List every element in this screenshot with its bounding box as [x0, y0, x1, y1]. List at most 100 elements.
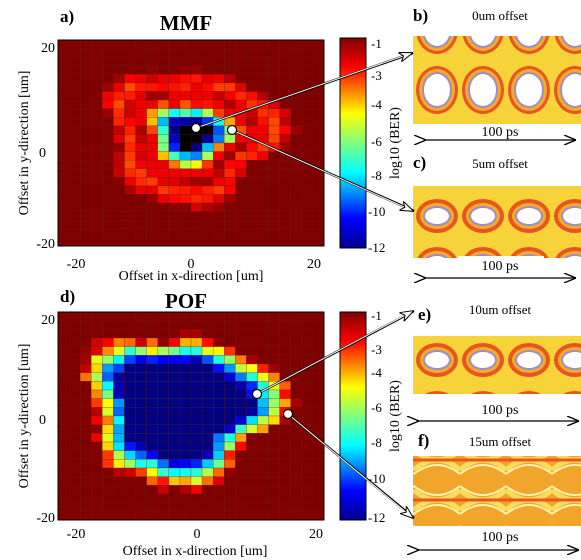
heatmap-cell — [268, 56, 280, 67]
heatmap-cell — [157, 74, 170, 84]
heatmap-cell — [68, 99, 81, 109]
heatmap-cell — [301, 142, 314, 152]
heatmap-cell — [201, 493, 214, 503]
heatmap-cell — [201, 502, 214, 512]
heatmap-cell — [68, 202, 81, 212]
heatmap-cell — [201, 511, 214, 521]
heatmap-cell — [190, 372, 203, 382]
heatmap-cell — [146, 337, 159, 347]
heatmap-cell — [190, 311, 203, 321]
heatmap-cell — [224, 407, 236, 417]
heatmap-cell — [190, 441, 203, 451]
heatmap-cell — [235, 511, 247, 521]
heatmap-cell — [102, 363, 114, 373]
heatmap-cell — [279, 337, 292, 347]
heatmap-cell — [57, 142, 70, 152]
heatmap-cell — [135, 346, 147, 356]
heatmap-cell — [168, 74, 181, 84]
heatmap-cell — [168, 476, 181, 486]
heatmap-cell — [190, 346, 203, 356]
heatmap-cell — [79, 91, 92, 101]
heatmap-cell — [257, 82, 269, 92]
heatmap-cell — [102, 433, 114, 443]
heatmap-cell — [113, 363, 125, 373]
heatmap-cell — [201, 159, 214, 170]
heatmap-cell — [235, 151, 247, 161]
heatmap-cell — [135, 39, 147, 49]
heatmap-cell — [301, 39, 314, 49]
heatmap-cell — [135, 441, 147, 451]
heatmap-cell — [135, 117, 147, 127]
heatmap-cell — [113, 108, 125, 118]
panel-letter-f: f) — [418, 431, 429, 450]
heatmap-cell — [168, 134, 181, 144]
heatmap-cell — [79, 159, 92, 170]
heatmap-cell — [312, 311, 325, 321]
heatmap-cell — [68, 424, 81, 434]
heatmap-cell — [279, 202, 292, 212]
heatmap-cell — [168, 91, 181, 101]
heatmap-cell — [57, 493, 70, 503]
heatmap-cell — [279, 363, 292, 373]
heatmap-cell — [113, 346, 125, 356]
pof-cbtick-8: -8 — [371, 435, 382, 450]
heatmap-cell — [201, 56, 214, 67]
heatmap-cell — [79, 202, 92, 212]
heatmap-cell — [257, 168, 269, 178]
heatmap-cell — [290, 220, 303, 230]
heatmap-cell — [91, 476, 103, 486]
heatmap-cell — [179, 389, 192, 399]
heatmap-cell — [57, 237, 70, 247]
heatmap-cell — [257, 211, 269, 221]
heatmap-cell — [113, 48, 125, 58]
heatmap-cell — [201, 48, 214, 58]
heatmap-cell — [135, 228, 147, 238]
eye-b: b) 0um offset 100 ps — [413, 6, 581, 140]
mmf-ytick-20: 20 — [41, 41, 55, 56]
heatmap-cell — [146, 346, 159, 356]
heatmap-cell — [157, 381, 170, 391]
heatmap-cell — [57, 372, 70, 382]
heatmap-cell — [102, 177, 114, 187]
heatmap-cell — [301, 151, 314, 161]
heatmap-cell — [246, 320, 258, 330]
heatmap-cell — [201, 108, 214, 118]
heatmap-cell — [301, 74, 314, 84]
heatmap-cell — [157, 159, 170, 170]
heatmap-cell — [201, 65, 214, 75]
heatmap-cell — [113, 82, 125, 92]
heatmap-cell — [57, 65, 70, 75]
heatmap-cell — [124, 74, 136, 84]
heatmap-cell — [268, 65, 280, 75]
heatmap-cell — [224, 74, 236, 84]
heatmap-cell — [268, 355, 280, 365]
heatmap-cell — [68, 433, 81, 443]
heatmap-cell — [190, 91, 203, 101]
heatmap-cell — [57, 194, 70, 204]
heatmap-cell — [91, 177, 103, 187]
heatmap-cell — [79, 485, 92, 495]
heatmap-cell — [124, 363, 136, 373]
heatmap-cell — [124, 151, 136, 161]
heatmap-cell — [113, 502, 125, 512]
heatmap-cell — [268, 194, 280, 204]
heatmap-cell — [257, 151, 269, 161]
heatmap-cell — [79, 237, 92, 247]
heatmap-cell — [157, 320, 170, 330]
heatmap-cell — [102, 168, 114, 178]
heatmap-cell — [79, 424, 92, 434]
heatmap-cell — [57, 363, 70, 373]
heatmap-cell — [79, 476, 92, 486]
heatmap-cell — [124, 117, 136, 127]
heatmap-cell — [268, 211, 280, 221]
heatmap-cell — [179, 39, 192, 49]
heatmap-cell — [179, 511, 192, 521]
heatmap-cell — [268, 48, 280, 58]
heatmap-cell — [279, 220, 292, 230]
heatmap-cell — [102, 337, 114, 347]
heatmap-cell — [190, 337, 203, 347]
heatmap-cell — [113, 493, 125, 503]
heatmap-cell — [113, 194, 125, 204]
heatmap-cell — [135, 91, 147, 101]
heatmap-cell — [257, 485, 269, 495]
